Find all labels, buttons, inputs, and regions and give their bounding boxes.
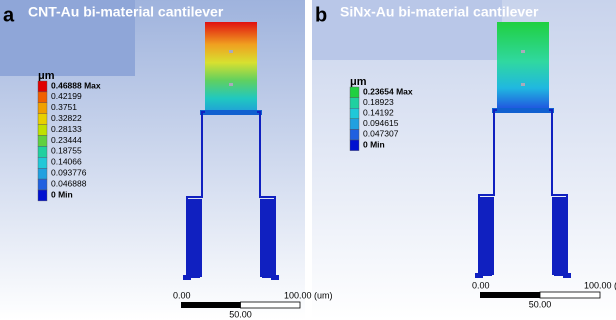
scale-start: 0.00 (472, 280, 490, 290)
legend-label: 0.23654 Max (363, 86, 413, 96)
legend-label: 0.14192 (363, 107, 394, 117)
legend-swatch (38, 114, 47, 125)
anchor (475, 273, 483, 278)
panel-title: CNT-Au bi-material cantilever (28, 4, 224, 20)
legend-swatch (350, 98, 359, 109)
legend-swatch (38, 179, 47, 190)
scale-end: 100.00 (um) (284, 290, 333, 300)
hole (229, 50, 233, 53)
scale-black (181, 302, 241, 308)
legend-swatch (350, 108, 359, 119)
hole (229, 83, 233, 86)
cantilever-bar (200, 110, 262, 115)
legend-swatch (38, 157, 47, 168)
legend-swatch (38, 146, 47, 157)
legend-swatch (38, 103, 47, 114)
legend-label: 0.28133 (51, 124, 82, 134)
legend-swatch (38, 136, 47, 147)
figure: aCNT-Au bi-material cantileverμm0.46888 … (0, 0, 616, 320)
legend-label: 0.18923 (363, 97, 394, 107)
cantilever-pad (205, 22, 257, 112)
cantilever-pad (497, 22, 549, 110)
legend-label: 0.3751 (51, 102, 77, 112)
legend-label: 0.046888 (51, 178, 87, 188)
anchor (183, 275, 191, 280)
legend-label: 0.14066 (51, 157, 82, 167)
panel-letter: b (315, 4, 327, 26)
legend-swatch (350, 87, 359, 98)
scale-black (480, 292, 540, 298)
legend-label: 0.32822 (51, 113, 82, 123)
legend-swatch (350, 129, 359, 140)
scale-white (241, 302, 301, 308)
legend-label: 0.46888 Max (51, 80, 101, 90)
legend-swatch (38, 81, 47, 92)
legend-swatch (38, 92, 47, 103)
legend-label: 0.094615 (363, 118, 399, 128)
legend-swatch (38, 168, 47, 179)
legend-label: 0 Min (363, 139, 385, 149)
legend-swatch (38, 190, 47, 201)
scale-mid: 50.00 (229, 309, 252, 319)
panel-letter: a (3, 4, 15, 26)
legend-label: 0.093776 (51, 167, 87, 177)
anchor (271, 275, 279, 280)
legend-label: 0.42199 (51, 91, 82, 101)
legend-swatch (38, 125, 47, 136)
anchor (563, 273, 571, 278)
hole (521, 83, 525, 86)
legend-swatch (350, 119, 359, 130)
scale-white (540, 292, 600, 298)
legend-label: 0.18755 (51, 146, 82, 156)
legend-label: 0.23444 (51, 135, 82, 145)
scale-mid: 50.00 (529, 299, 552, 309)
scale-end: 100.00 (um) (584, 280, 616, 290)
scale-start: 0.00 (173, 290, 191, 300)
panel-title: SiNx-Au bi-material cantilever (340, 4, 539, 20)
hole (521, 50, 525, 53)
legend-label: 0.047307 (363, 129, 399, 139)
legend-swatch (350, 140, 359, 151)
cantilever-bar (492, 108, 554, 113)
legend-label: 0 Min (51, 189, 73, 199)
